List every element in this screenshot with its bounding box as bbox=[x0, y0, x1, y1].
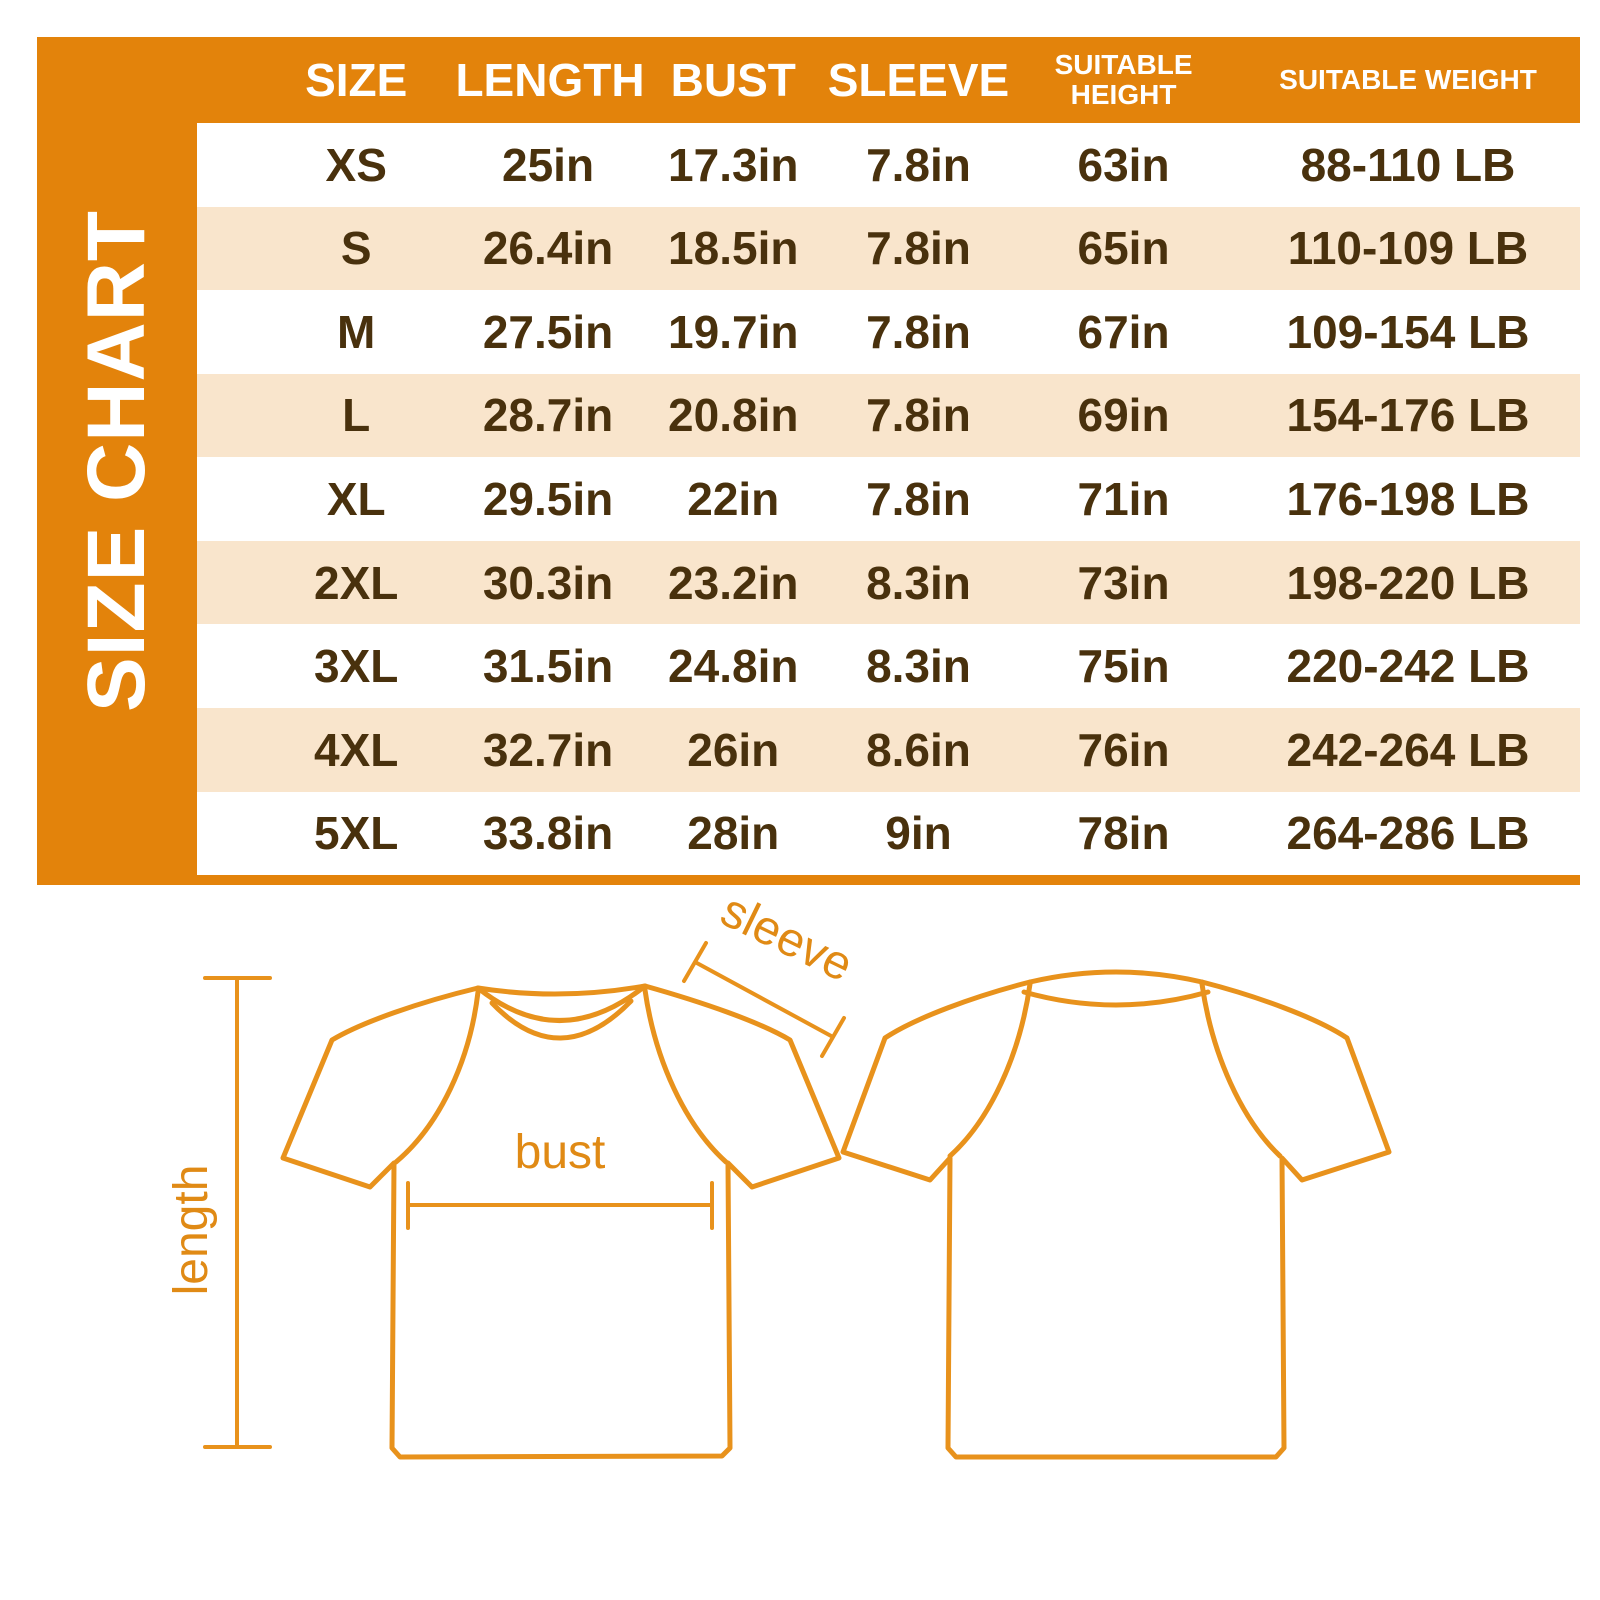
column-header-size: SIZE bbox=[305, 54, 408, 106]
sleeve-measure-line bbox=[682, 941, 846, 1058]
table-body: XS 25in 17.3in 7.8in 63in 88-110 LB S 26… bbox=[197, 123, 1580, 876]
table-row-5xl: 5XL 33.8in 28in 9in 78in 264-286 LB bbox=[197, 791, 1580, 876]
cell-size: XL bbox=[326, 473, 386, 526]
cell-sleeve: 8.3in bbox=[866, 556, 971, 609]
cell-weight: 110-109 LB bbox=[1287, 222, 1529, 275]
column-header-bust: BUST bbox=[670, 54, 796, 106]
cell-weight: 88-110 LB bbox=[1300, 138, 1516, 191]
tshirt-front-outline bbox=[280, 983, 842, 1460]
size-chart-table: SIZE CHART SIZE LENGTH BUST SLEEVE SUITA… bbox=[37, 37, 1580, 885]
table-row-2xl: 2XL 30.3in 23.2in 8.3in 73in 198-220 LB bbox=[197, 540, 1580, 625]
cell-weight: 220-242 LB bbox=[1286, 640, 1530, 693]
sleeve-label: sleeve bbox=[713, 900, 861, 992]
cell-length: 30.3in bbox=[482, 556, 614, 609]
table-title-sidebar: SIZE CHART bbox=[37, 37, 197, 885]
cell-bust: 23.2in bbox=[668, 556, 799, 609]
cell-length: 33.8in bbox=[482, 807, 614, 860]
cell-size: L bbox=[342, 389, 371, 442]
table-row-l: L 28.7in 20.8in 7.8in 69in 154-176 LB bbox=[197, 373, 1580, 458]
cell-size: XS bbox=[325, 138, 387, 191]
cell-weight: 242-264 LB bbox=[1286, 723, 1530, 776]
cell-weight: 154-176 LB bbox=[1286, 389, 1530, 442]
bust-measure-line bbox=[406, 1181, 714, 1230]
cell-weight: 198-220 LB bbox=[1286, 556, 1530, 609]
cell-length: 27.5in bbox=[482, 305, 614, 358]
table-row-3xl: 3XL 31.5in 24.8in 8.3in 75in 220-242 LB bbox=[197, 624, 1580, 708]
cell-length: 26.4in bbox=[482, 222, 614, 275]
table-row-xs: XS 25in 17.3in 7.8in 63in 88-110 LB bbox=[197, 123, 1580, 207]
cell-height: 69in bbox=[1077, 389, 1170, 442]
cell-bust: 18.5in bbox=[668, 222, 799, 275]
cell-bust: 24.8in bbox=[668, 640, 799, 693]
column-header-suitable-weight: SUITABLE WEIGHT bbox=[1279, 63, 1537, 95]
length-measure-line bbox=[203, 976, 272, 1449]
cell-bust: 17.3in bbox=[668, 138, 799, 191]
cell-bust: 28in bbox=[687, 807, 780, 860]
cell-length: 25in bbox=[502, 138, 595, 191]
cell-bust: 22in bbox=[687, 473, 780, 526]
cell-sleeve: 7.8in bbox=[866, 305, 971, 358]
column-header-sleeve: SLEEVE bbox=[827, 54, 1010, 106]
cell-length: 32.7in bbox=[482, 723, 614, 776]
table-row-xl: XL 29.5in 22in 7.8in 71in 176-198 LB bbox=[197, 457, 1580, 541]
cell-sleeve: 8.6in bbox=[866, 723, 971, 776]
column-header-suitable-height: SUITABLE HEIGHT bbox=[1054, 48, 1193, 110]
tshirt-measurement-diagram: length bust sleeve bbox=[165, 900, 1392, 1460]
cell-sleeve: 7.8in bbox=[866, 389, 971, 442]
cell-bust: 26in bbox=[687, 723, 780, 776]
cell-size: 2XL bbox=[314, 556, 399, 609]
cell-sleeve: 7.8in bbox=[866, 222, 971, 275]
cell-weight: 109-154 LB bbox=[1286, 305, 1530, 358]
cell-height: 75in bbox=[1077, 640, 1170, 693]
cell-sleeve: 7.8in bbox=[866, 473, 971, 526]
cell-sleeve: 7.8in bbox=[866, 138, 971, 191]
table-row-m: M 27.5in 19.7in 7.8in 67in 109-154 LB bbox=[197, 290, 1580, 374]
cell-length: 31.5in bbox=[482, 640, 614, 693]
table-row-4xl: 4XL 32.7in 26in 8.6in 76in 242-264 LB bbox=[197, 707, 1580, 792]
cell-size: 3XL bbox=[314, 640, 399, 693]
cell-height: 71in bbox=[1077, 473, 1170, 526]
cell-length: 29.5in bbox=[482, 473, 614, 526]
cell-height: 65in bbox=[1077, 222, 1170, 275]
cell-weight: 176-198 LB bbox=[1286, 473, 1530, 526]
cell-size: M bbox=[337, 305, 376, 358]
cell-size: 5XL bbox=[314, 807, 399, 860]
page-title: SIZE CHART bbox=[71, 210, 162, 712]
cell-size: 4XL bbox=[314, 723, 399, 776]
cell-bust: 20.8in bbox=[668, 389, 799, 442]
cell-height: 63in bbox=[1077, 138, 1170, 191]
length-label: length bbox=[165, 1165, 218, 1296]
cell-length: 28.7in bbox=[482, 389, 614, 442]
cell-bust: 19.7in bbox=[668, 305, 799, 358]
cell-height: 67in bbox=[1077, 305, 1170, 358]
cell-height: 76in bbox=[1077, 723, 1170, 776]
cell-sleeve: 9in bbox=[885, 807, 952, 860]
cell-sleeve: 8.3in bbox=[866, 640, 971, 693]
cell-height: 78in bbox=[1077, 807, 1170, 860]
column-header-length: LENGTH bbox=[455, 54, 645, 106]
table-row-s: S 26.4in 18.5in 7.8in 65in 110-109 LB bbox=[197, 206, 1580, 291]
cell-weight: 264-286 LB bbox=[1286, 807, 1530, 860]
tshirt-back-outline bbox=[840, 969, 1392, 1460]
cell-height: 73in bbox=[1077, 556, 1170, 609]
table-header-row: SIZE LENGTH BUST SLEEVE SUITABLE HEIGHT … bbox=[197, 37, 1580, 123]
bust-label: bust bbox=[515, 1126, 606, 1179]
cell-size: S bbox=[340, 222, 372, 275]
